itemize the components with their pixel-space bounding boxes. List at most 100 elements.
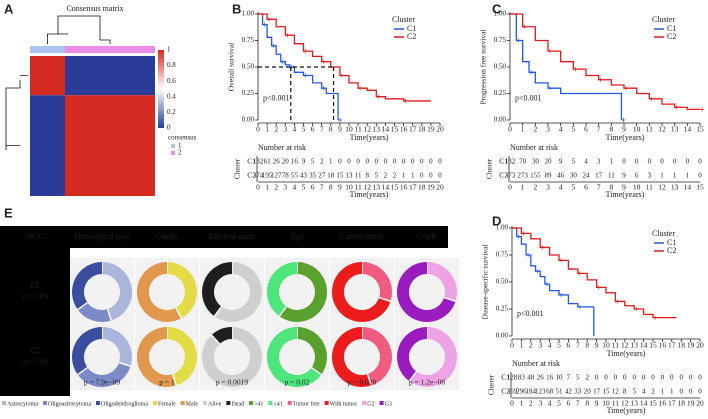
dendrogram-top — [47, 15, 111, 44]
legend-swatch — [379, 401, 384, 405]
p-value: p = 1.2e−08 — [409, 378, 445, 387]
segment-divider — [408, 371, 418, 382]
risk-count: 8 — [623, 388, 627, 396]
risk-x-tick-label: 8 — [585, 399, 589, 408]
risk-count: 26 — [537, 374, 545, 382]
panel-label: E — [4, 205, 13, 220]
legend-swatch — [362, 401, 367, 405]
legend-label: Dead — [231, 401, 244, 407]
legend-label: Male — [186, 401, 199, 407]
y-tick-label: 0.50 — [496, 278, 509, 286]
risk-count: 3 — [648, 172, 652, 180]
censor-mark — [321, 59, 326, 64]
risk-row-label: C1 — [501, 373, 510, 382]
survival-curve — [510, 13, 623, 120]
risk-count: 0 — [420, 172, 424, 180]
y-axis-label: Progression free survival — [479, 30, 488, 105]
x-tick-label: 1 — [521, 125, 525, 134]
risk-x-tick-label: 0 — [510, 399, 514, 408]
y-tick-label: 0.25 — [242, 89, 255, 97]
x-tick-label: 6 — [584, 125, 588, 134]
cluster-bar — [65, 46, 155, 53]
legend-swatch — [268, 401, 273, 405]
risk-x-tick-label: 7 — [320, 183, 324, 192]
censor-mark — [516, 234, 521, 239]
risk-count: 0 — [375, 158, 379, 166]
y-tick-label: 0.00 — [242, 116, 255, 124]
panel-label: C — [492, 1, 502, 16]
legend-swatch — [43, 401, 47, 405]
x-tick-label: 8 — [585, 341, 589, 350]
risk-count: 0 — [420, 158, 424, 166]
legend-label: With tumor — [330, 401, 358, 407]
risk-count: 0 — [689, 388, 693, 396]
x-tick-label: 15 — [391, 125, 399, 134]
x-axis-label: Time(years) — [606, 133, 645, 142]
risk-count: 20 — [545, 158, 553, 166]
censor-mark — [544, 282, 549, 287]
panel-label: D — [492, 213, 501, 228]
legend-label: C2 — [667, 246, 676, 255]
donut-segment — [361, 262, 392, 302]
x-tick-label: 20 — [696, 341, 704, 350]
x-tick-label: 7 — [320, 125, 324, 134]
risk-count: 0 — [623, 374, 627, 382]
risk-count: 18 — [327, 172, 335, 180]
corner-label: ACC — [27, 232, 43, 241]
risk-x-tick-label: 8 — [329, 183, 333, 192]
censor-mark — [403, 98, 408, 103]
risk-count: 0 — [402, 158, 406, 166]
risk-x-tick-label: 15 — [696, 183, 704, 192]
risk-count: 2 — [585, 374, 589, 382]
legend-title: Cluster — [652, 15, 675, 24]
risk-x-tick-label: 2 — [274, 183, 278, 192]
risk-x-tick-label: 17 — [409, 183, 417, 192]
risk-x-tick-label: 3 — [546, 183, 550, 192]
risk-count: 2 — [393, 172, 397, 180]
risk-count: 0 — [438, 172, 442, 180]
heatmap-cell — [30, 56, 65, 96]
risk-count: 0 — [660, 158, 664, 166]
legend-label: C2 — [407, 32, 416, 41]
risk-x-axis-label: Time(years) — [607, 406, 646, 415]
dendrogram-left — [5, 75, 28, 150]
risk-x-tick-label: 6 — [584, 183, 588, 192]
risk-table-ylabel: Cluster — [486, 158, 494, 179]
risk-count: 9 — [622, 172, 626, 180]
risk-x-tick-label: 4 — [559, 183, 563, 192]
risk-count: 35 — [309, 172, 317, 180]
risk-count: 27 — [318, 172, 326, 180]
risk-count: 8 — [365, 172, 369, 180]
risk-count: 48 — [527, 374, 535, 382]
legend-swatch — [96, 401, 100, 405]
donut-segment — [202, 327, 262, 387]
risk-x-tick-label: 10 — [633, 183, 641, 192]
censor-mark — [624, 86, 628, 91]
risk-count: 61 — [264, 158, 272, 166]
x-tick-label: 11 — [646, 125, 653, 134]
legend-swatch — [171, 151, 175, 155]
panel-label: A — [4, 1, 14, 16]
legend-label: Tumor free — [293, 400, 320, 407]
risk-x-tick-label: 10 — [345, 183, 353, 192]
x-tick-label: 7 — [576, 341, 580, 350]
row-label: C2 — [30, 346, 39, 355]
risk-count: 5 — [572, 158, 576, 166]
x-tick-label: 18 — [418, 125, 426, 134]
x-tick-label: 9 — [595, 341, 599, 350]
risk-count: 10 — [556, 374, 564, 382]
risk-count: 195 — [262, 172, 273, 180]
row-label: C1 — [30, 281, 39, 290]
x-tick-label: 3 — [283, 125, 287, 134]
x-tick-label: 10 — [345, 125, 353, 134]
x-tick-label: 0 — [508, 125, 512, 134]
segment-divider — [278, 306, 288, 317]
colorbar-tick-label: 1 — [167, 46, 171, 54]
y-tick-label: 0.00 — [496, 332, 509, 340]
risk-count: 184 — [526, 388, 537, 396]
censor-mark — [526, 253, 531, 257]
donut-segment — [211, 327, 233, 345]
risk-count: 4 — [642, 388, 646, 396]
donut-segment — [397, 262, 456, 322]
risk-count: 24 — [583, 172, 591, 180]
